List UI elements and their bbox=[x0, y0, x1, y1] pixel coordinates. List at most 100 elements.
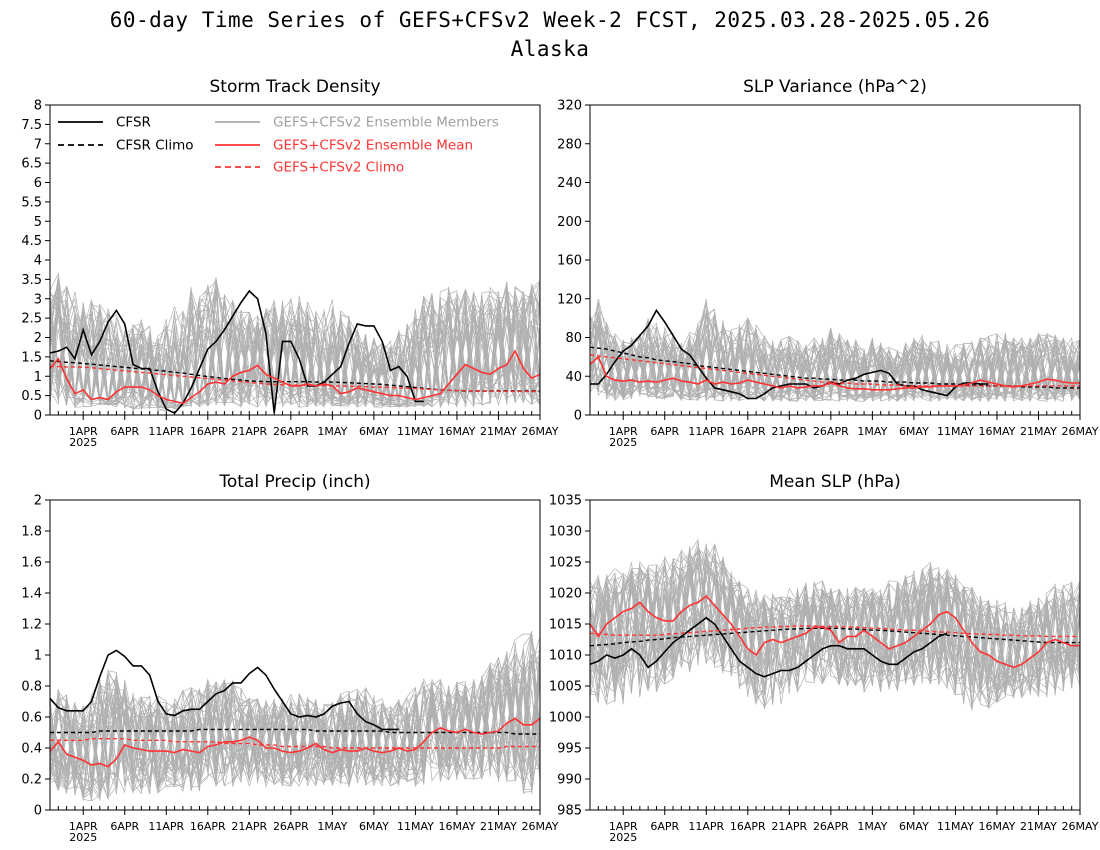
x-tick-label: 21MAY bbox=[1020, 820, 1057, 833]
y-axis: 985 990 995 1000 1005 1010 1015 1020 1025 1030 103… bbox=[549, 494, 590, 819]
x-tick-label: 21MAY bbox=[480, 425, 517, 438]
y-tick-label: 0.6 bbox=[21, 711, 42, 726]
ensemble-member-line bbox=[50, 289, 540, 409]
y-tick-label: 7 bbox=[34, 137, 42, 152]
ensemble-member-line bbox=[590, 545, 1080, 705]
panel-title: Total Precip (inch) bbox=[218, 472, 370, 492]
ensemble-member-line bbox=[50, 293, 540, 408]
series-cfsr-line bbox=[590, 308, 989, 400]
y-axis: 0 0.2 0.4 0.6 0.8 1 1.2 1.4 1.6 1.8 2 bbox=[21, 494, 50, 819]
x-tick-label: 16MAY bbox=[439, 820, 476, 833]
legend-cfsr-label: CFSR bbox=[116, 115, 151, 131]
legend-cfsr: CFSR bbox=[58, 115, 151, 131]
x-tick-label: 11MAY bbox=[397, 820, 434, 833]
x-tick-label: 1MAY bbox=[317, 425, 347, 438]
ensemble-member-line bbox=[590, 541, 1080, 700]
y-tick-label: 1025 bbox=[549, 556, 582, 571]
x-tick-label: 16MAY bbox=[979, 425, 1016, 438]
ensemble-member-line bbox=[50, 286, 540, 407]
x-tick-label: 1APR bbox=[609, 425, 638, 438]
y-tick-label: 1.6 bbox=[21, 556, 42, 571]
y-tick-label: 2.5 bbox=[21, 312, 42, 327]
panel-title: SLP Variance (hPa^2) bbox=[743, 77, 927, 97]
x-tick-label: 6APR bbox=[110, 820, 139, 833]
x-tick-label: 26APR bbox=[273, 820, 309, 833]
ensemble-member-line bbox=[590, 551, 1080, 695]
legend-ens-mean-label: GEFS+CFSv2 Ensemble Mean bbox=[273, 138, 473, 154]
ensemble-member-line bbox=[590, 327, 1080, 402]
series-gefs-climo-line bbox=[50, 365, 540, 393]
y-tick-label: 2 bbox=[34, 331, 42, 346]
legend-members: GEFS+CFSv2 Ensemble Members bbox=[215, 115, 499, 131]
y-tick-label: 1.2 bbox=[21, 618, 42, 633]
y-tick-label: 0.8 bbox=[21, 680, 42, 695]
x-tick-label: 1MAY bbox=[317, 820, 347, 833]
x-tick-label: 26MAY bbox=[1062, 820, 1099, 833]
ensemble-member-line bbox=[590, 560, 1080, 699]
y-tick-label: 280 bbox=[557, 137, 582, 152]
x-tick-label: 6MAY bbox=[899, 820, 929, 833]
ensemble-member-line bbox=[590, 322, 1080, 403]
series-gefs-climo-line bbox=[50, 738, 540, 749]
ensemble-member-line bbox=[50, 673, 540, 790]
y-tick-label: 0.5 bbox=[21, 389, 42, 404]
plot-area bbox=[590, 298, 1080, 403]
ensemble-member-line bbox=[50, 288, 540, 407]
x-tick-label: 1APR bbox=[69, 425, 98, 438]
y-tick-label: 0 bbox=[574, 409, 582, 424]
x-tick-label: 16MAY bbox=[979, 820, 1016, 833]
y-tick-label: 4 bbox=[34, 254, 42, 269]
ensemble-members bbox=[590, 298, 1080, 403]
x-year-label: 2025 bbox=[69, 831, 97, 844]
x-tick-label: 26MAY bbox=[522, 425, 559, 438]
ensemble-member-line bbox=[50, 653, 540, 789]
plot-area bbox=[590, 538, 1080, 711]
ensemble-member-line bbox=[590, 317, 1080, 402]
y-tick-label: 5.5 bbox=[21, 195, 42, 210]
y-tick-label: 0.4 bbox=[21, 742, 42, 757]
x-year-label: 2025 bbox=[609, 831, 637, 844]
y-tick-label: 4.5 bbox=[21, 234, 42, 249]
y-tick-label: 0 bbox=[34, 804, 42, 819]
y-tick-label: 1005 bbox=[549, 680, 582, 695]
x-tick-label: 11MAY bbox=[397, 425, 434, 438]
x-tick-label: 11MAY bbox=[937, 425, 974, 438]
series-ens-mean-line bbox=[50, 349, 540, 405]
x-tick-label: 21APR bbox=[771, 820, 807, 833]
y-tick-label: 240 bbox=[557, 176, 582, 191]
x-tick-label: 26APR bbox=[813, 425, 849, 438]
legend-gefs-climo-label: GEFS+CFSv2 Climo bbox=[273, 160, 404, 176]
legend-members-label: GEFS+CFSv2 Ensemble Members bbox=[273, 115, 499, 131]
x-tick-label: 21APR bbox=[771, 425, 807, 438]
y-tick-label: 1.5 bbox=[21, 350, 42, 365]
x-tick-label: 16APR bbox=[730, 425, 766, 438]
y-axis: 0 0.5 1 1.5 2 2.5 3 3.5 4 4.5 5 5.5 6 6.5 7 7.5 8 bbox=[21, 99, 50, 424]
x-tick-label: 11APR bbox=[148, 820, 184, 833]
series-cfsr-line bbox=[590, 616, 948, 678]
x-axis: 1APR 6APR 11APR 16APR 21APR 26APR 1MAY 6MAY 11MA… bbox=[49, 806, 559, 844]
panel-title: Storm Track Density bbox=[209, 77, 380, 97]
legend-cfsr-climo-label: CFSR Climo bbox=[116, 138, 194, 154]
y-tick-label: 3.5 bbox=[21, 273, 42, 288]
figure-title: 60-day Time Series of GEFS+CFSv2 Week-2 … bbox=[109, 8, 991, 32]
ensemble-member-line bbox=[50, 656, 540, 800]
y-tick-label: 8 bbox=[34, 99, 42, 114]
x-tick-label: 6MAY bbox=[359, 820, 389, 833]
series-cfsr-line bbox=[50, 649, 399, 731]
x-tick-label: 11MAY bbox=[937, 820, 974, 833]
x-tick-label: 16APR bbox=[190, 425, 226, 438]
x-tick-label: 1APR bbox=[69, 820, 98, 833]
y-tick-label: 990 bbox=[557, 773, 582, 788]
y-tick-label: 160 bbox=[557, 254, 582, 269]
x-axis: 1APR 6APR 11APR 16APR 21APR 26APR 1MAY 6MAY 11MA… bbox=[589, 806, 1099, 844]
x-tick-label: 26MAY bbox=[522, 820, 559, 833]
panel-4: 985 990 995 1000 1005 1010 1015 1020 1025 1030 103… bbox=[549, 472, 1099, 844]
legend-ens-mean: GEFS+CFSv2 Ensemble Mean bbox=[215, 138, 473, 154]
series-cfsr-climo-line bbox=[590, 627, 1080, 647]
x-tick-label: 26MAY bbox=[1062, 425, 1099, 438]
series-cfsr-climo-line bbox=[590, 346, 1080, 389]
legend-cfsr-climo: CFSR Climo bbox=[58, 138, 194, 154]
ensemble-member-line bbox=[590, 570, 1080, 698]
ensemble-member-line bbox=[50, 657, 540, 790]
